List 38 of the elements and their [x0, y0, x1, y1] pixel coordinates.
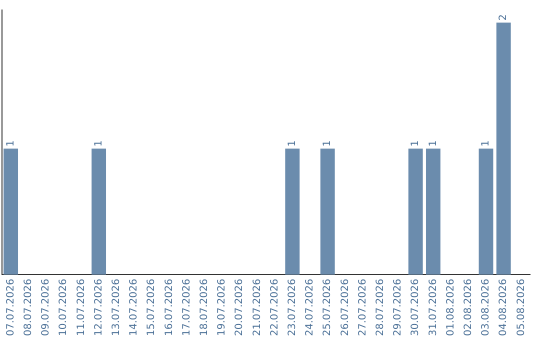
x-tick-label: 25.07.2026	[322, 278, 334, 336]
x-tick-label: 07.07.2026	[5, 278, 16, 336]
x-tick-label: 15.07.2026	[146, 278, 158, 336]
x-tick-label: 17.07.2026	[181, 278, 192, 336]
data-label: 1	[5, 140, 16, 147]
x-tick-label: 23.07.2026	[286, 278, 298, 336]
x-tick-label: 12.07.2026	[93, 278, 104, 336]
x-tick-label: 04.08.2026	[498, 278, 510, 336]
data-label: 1	[322, 140, 334, 147]
x-tick-label: 13.07.2026	[110, 278, 122, 336]
x-tick-label: 11.07.2026	[76, 278, 87, 336]
data-label: 1	[286, 140, 298, 147]
x-tick-label: 29.07.2026	[392, 278, 404, 336]
x-tick-label: 31.07.2026	[428, 278, 439, 336]
x-tick-label: 26.07.2026	[340, 278, 351, 336]
data-label: 1	[428, 140, 439, 147]
x-tick-label: 18.07.2026	[198, 278, 210, 336]
data-label: 1	[410, 140, 422, 147]
x-tick-label: 24.07.2026	[304, 278, 316, 336]
x-tick-label: 05.08.2026	[516, 278, 527, 336]
x-tick-label: 08.07.2026	[22, 278, 34, 336]
data-label: 1	[93, 140, 104, 147]
x-tick-label: 27.07.2026	[357, 278, 368, 336]
x-tick-label: 21.07.2026	[252, 278, 263, 336]
data-label: 2	[498, 14, 510, 21]
x-tick-label: 10.07.2026	[58, 278, 70, 336]
x-tick-label: 30.07.2026	[410, 278, 422, 336]
x-tick-label: 09.07.2026	[40, 278, 52, 336]
x-tick-label: 02.08.2026	[462, 278, 474, 336]
x-tick-label: 19.07.2026	[216, 278, 228, 336]
x-tick-label: 16.07.2026	[164, 278, 175, 336]
x-tick-label: 14.07.2026	[128, 278, 140, 336]
x-tick-label: 22.07.2026	[269, 278, 280, 336]
x-tick-label: 03.08.2026	[480, 278, 492, 336]
x-tick-label: 01.08.2026	[445, 278, 456, 336]
x-tick-label: 28.07.2026	[374, 278, 386, 336]
x-tick-label: 20.07.2026	[234, 278, 246, 336]
data-label: 1	[480, 140, 492, 147]
